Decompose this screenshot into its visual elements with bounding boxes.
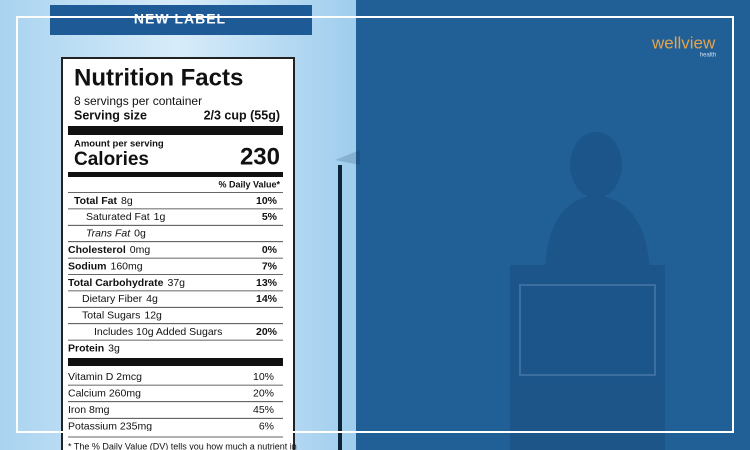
label-box [61, 57, 295, 450]
frame [16, 16, 734, 433]
thick-rule [68, 126, 283, 135]
row-dv: 5% [262, 211, 278, 223]
row-amount: 37g [167, 277, 185, 289]
servings: 8 servings per container [74, 94, 202, 108]
row-name: Total Sugars [82, 310, 140, 322]
calories-value: 230 [240, 143, 280, 170]
row-name: Total Fat [74, 195, 117, 207]
vitamin-dv: 10% [253, 371, 274, 383]
row-name: Cholesterol [68, 244, 126, 256]
dv-header: % Daily Value* [218, 179, 280, 189]
thick-rule [68, 358, 283, 366]
serving-size-label: Serving size [74, 108, 147, 122]
calories-label: Calories [74, 149, 149, 170]
row-name: Dietary Fiber [82, 293, 143, 305]
banner-bar [50, 5, 312, 35]
banner-text: NEW LABEL [134, 11, 226, 27]
medium-rule [68, 172, 283, 177]
label-title: Nutrition Facts [74, 64, 243, 91]
row-amount: 3g [108, 342, 120, 354]
nutrition-label: Nutrition Facts 8 servings per container… [68, 64, 297, 450]
row-amount: 0g [134, 228, 146, 240]
row-dv: 0% [262, 244, 278, 256]
vitamin-dv: 6% [259, 421, 274, 433]
row-amount: 160mg [111, 260, 143, 272]
podium-sign [519, 284, 656, 376]
row-amount: 0mg [130, 244, 151, 256]
serving-size: 2/3 cup (55g) [204, 108, 280, 122]
row-name: Includes 10g Added Sugars [94, 326, 222, 338]
row-name: Protein [68, 342, 104, 354]
logo-name: wellview [651, 33, 716, 52]
row-name: Saturated Fat [86, 211, 150, 223]
row-amount: 8g [121, 195, 133, 207]
row-amount: 12g [144, 310, 162, 322]
amount-per-serving: Amount per serving [74, 139, 164, 150]
row-name: Trans Fat [86, 228, 131, 240]
row-dv: 14% [256, 293, 278, 305]
footnote: * The % Daily Value (DV) tells you how m… [68, 441, 297, 450]
row-dv: 10% [256, 195, 278, 207]
row-name: Total Carbohydrate [68, 277, 164, 289]
row-dv: 20% [256, 326, 278, 338]
row-amount: 1g [154, 211, 166, 223]
speaker-silhouette [335, 132, 665, 450]
row-amount: 4g [146, 293, 158, 305]
vitamin-name: Calcium 260mg [68, 387, 141, 399]
vitamin-name: Iron 8mg [68, 404, 110, 416]
vitamin-dv: 45% [253, 404, 274, 416]
logo-tagline: health [700, 53, 716, 59]
vitamin-name: Vitamin D 2mcg [68, 371, 142, 383]
row-name: Sodium [68, 260, 107, 272]
row-dv: 7% [262, 260, 278, 272]
row-dv: 13% [256, 277, 278, 289]
vitamin-dv: 20% [253, 387, 274, 399]
vitamin-name: Potassium 235mg [68, 421, 152, 433]
